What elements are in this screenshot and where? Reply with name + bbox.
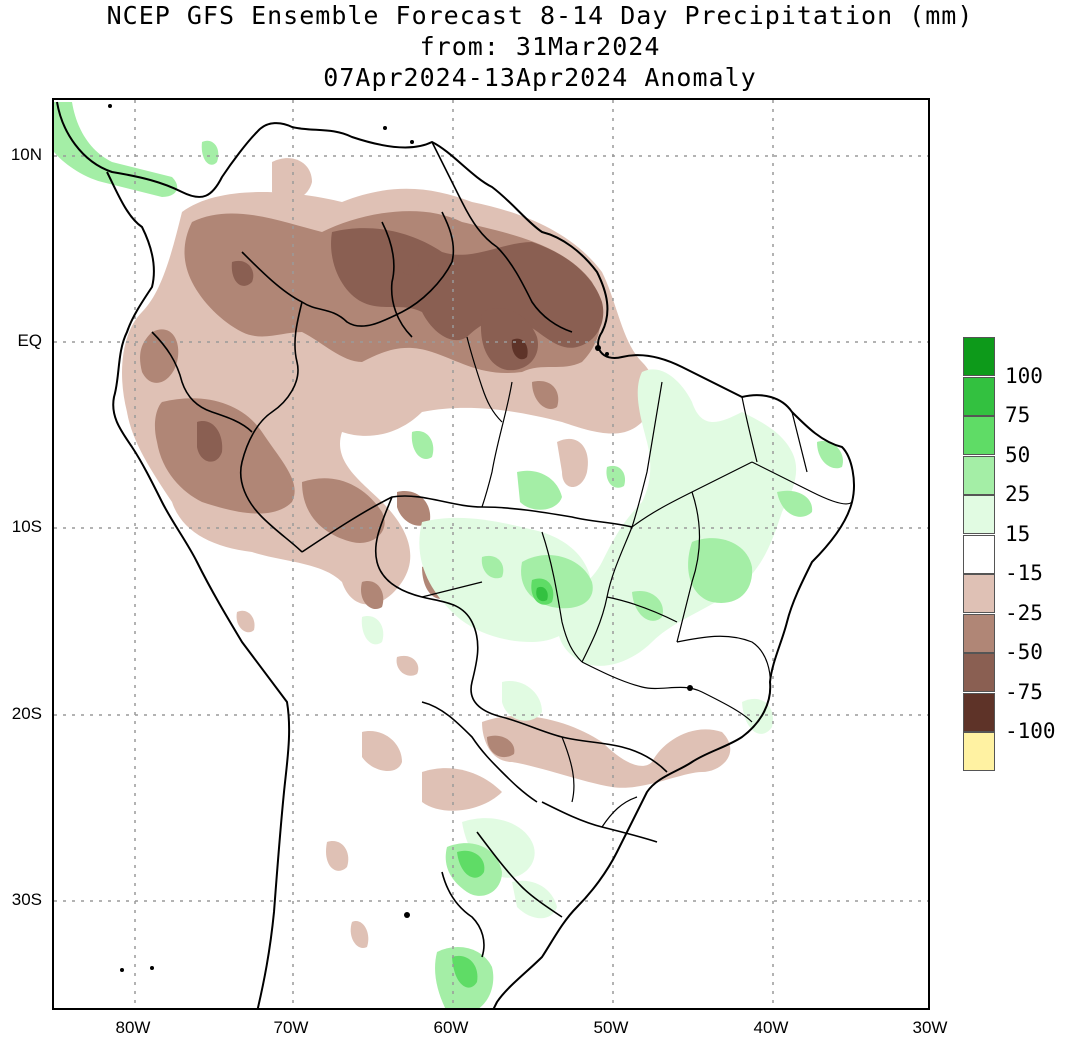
anomaly-shading-green-50-75	[452, 578, 554, 988]
legend-label: -25	[1005, 600, 1043, 625]
legend-swatch	[963, 574, 995, 613]
legend-swatch	[963, 613, 995, 653]
state-borders	[421, 336, 853, 828]
legend-label: 100	[1005, 363, 1043, 388]
legend-label: -75	[1005, 679, 1043, 704]
forecast-period: 07Apr2024-13Apr2024 Anomaly	[323, 63, 757, 92]
lat-label-10s: 10S	[11, 517, 42, 536]
anomaly-shading-darkest-brown	[511, 338, 528, 360]
legend-swatch	[963, 732, 995, 771]
lon-label-80w: 80W	[115, 1018, 151, 1037]
legend-label: -50	[1005, 640, 1043, 664]
legend-swatch	[963, 534, 995, 574]
legend-label: 25	[1005, 482, 1031, 506]
legend-label: -15	[1005, 561, 1043, 585]
legend-swatch	[963, 337, 995, 376]
map-title: NCEP GFS Ensemble Forecast 8-14 Day Prec…	[106, 1, 974, 30]
forecast-from-date: from: 31Mar2024	[419, 32, 661, 61]
lon-label-70w: 70W	[273, 1018, 309, 1037]
map-panel	[52, 98, 930, 1010]
precipitation-anomaly-map	[54, 100, 928, 1008]
legend-swatch	[963, 376, 995, 416]
lon-label-50w: 50W	[593, 1018, 629, 1037]
lon-label-40w: 40W	[753, 1018, 789, 1037]
legend-label: 15	[1005, 521, 1031, 546]
lat-lon-gridlines	[54, 100, 928, 1008]
legend-label: -100	[1005, 719, 1056, 743]
coastal-islands	[108, 104, 693, 972]
lon-label-30w: 30W	[912, 1018, 948, 1037]
legend-label: 50	[1005, 442, 1031, 467]
legend-swatch	[963, 416, 995, 455]
legend-swatch	[963, 653, 995, 692]
anomaly-shading-green-75-100	[536, 586, 548, 602]
lat-label-20s: 20S	[11, 704, 42, 723]
lon-label-60w: 60W	[433, 1018, 469, 1037]
legend-label: 75	[1005, 403, 1031, 427]
lat-label-10n: 10N	[10, 145, 42, 164]
lat-label-30s: 30S	[11, 890, 42, 909]
legend-swatch	[963, 495, 995, 534]
legend-swatch	[963, 455, 995, 495]
country-borders	[151, 141, 668, 958]
coastline	[56, 101, 855, 1008]
anomaly-shading-dark-brown	[197, 228, 604, 462]
lat-label-eq: EQ	[17, 331, 42, 350]
legend-swatch	[963, 692, 995, 732]
